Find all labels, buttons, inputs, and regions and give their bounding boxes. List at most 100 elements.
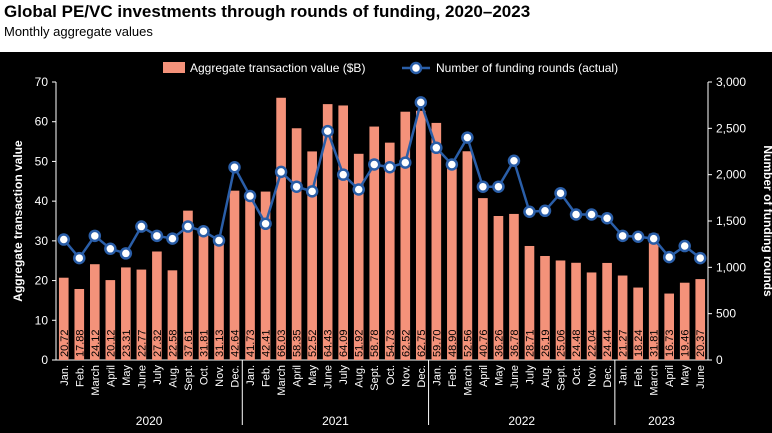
year-label: 2020 bbox=[136, 414, 163, 428]
month-tick-label: May bbox=[680, 365, 692, 386]
bar-value-label: 21.27 bbox=[618, 329, 630, 357]
month-tick-label: July bbox=[338, 365, 350, 385]
bar-value-label: 48.90 bbox=[447, 329, 459, 357]
bar-value-label: 58.35 bbox=[292, 329, 304, 357]
bar bbox=[369, 126, 380, 361]
funding-rounds-point bbox=[492, 180, 505, 193]
legend-bar-swatch bbox=[163, 62, 185, 73]
bar bbox=[58, 277, 69, 360]
month-tick-label: Sept. bbox=[183, 365, 195, 391]
funding-rounds-point bbox=[383, 161, 397, 174]
month-tick-label: April bbox=[664, 365, 676, 387]
bar bbox=[276, 97, 286, 360]
month-tick-label: June bbox=[695, 365, 707, 389]
bar-value-label: 66.03 bbox=[276, 329, 288, 357]
funding-rounds-point bbox=[181, 220, 195, 233]
bar bbox=[229, 190, 240, 360]
bar-value-label: 59.70 bbox=[431, 329, 443, 357]
funding-rounds-point bbox=[212, 234, 226, 247]
right-axis-tick-label: 0 bbox=[716, 353, 723, 367]
bar bbox=[540, 255, 550, 360]
funding-rounds-point bbox=[88, 229, 102, 243]
bar-value-label: 58.78 bbox=[369, 329, 381, 357]
month-tick-label: Sept. bbox=[556, 365, 568, 391]
bar-value-label: 25.06 bbox=[556, 329, 568, 357]
left-axis-tick-label: 40 bbox=[35, 194, 49, 208]
month-tick-label: Feb. bbox=[633, 365, 645, 387]
funding-rounds-point bbox=[569, 208, 583, 221]
month-tick-label: June bbox=[136, 365, 148, 389]
funding-rounds-point bbox=[678, 239, 691, 253]
month-tick-label: Feb. bbox=[447, 365, 459, 387]
bar-value-label: 17.88 bbox=[74, 329, 86, 357]
funding-rounds-point bbox=[616, 229, 629, 243]
bar bbox=[555, 260, 566, 360]
bar bbox=[167, 270, 178, 360]
funding-rounds-point bbox=[476, 180, 490, 193]
bar bbox=[695, 279, 706, 360]
month-tick-label: Aug. bbox=[354, 365, 366, 388]
funding-rounds-point bbox=[693, 251, 707, 265]
bar bbox=[415, 110, 426, 360]
bar bbox=[524, 245, 535, 360]
bar bbox=[214, 236, 224, 360]
right-axis-tick-label: 1,000 bbox=[716, 260, 746, 274]
month-tick-label: Jan. bbox=[59, 365, 71, 386]
legend-line-label: Number of funding rounds (actual) bbox=[436, 61, 618, 75]
month-tick-label: Oct. bbox=[571, 365, 583, 385]
bar-value-label: 27.32 bbox=[152, 329, 164, 357]
right-axis-tick-label: 2,500 bbox=[716, 121, 746, 135]
month-tick-label: March bbox=[90, 365, 102, 396]
bar-value-label: 42.64 bbox=[230, 329, 242, 357]
month-tick-label: June bbox=[509, 365, 521, 389]
funding-rounds-point bbox=[631, 230, 645, 244]
left-axis-tick-label: 0 bbox=[41, 353, 48, 367]
legend-line-marker bbox=[409, 61, 423, 75]
chart-area: 0 10 20 30 40 50 60 70 0 500 1,000 1,500 2,000 2,500 3… bbox=[0, 52, 772, 433]
funding-rounds-point bbox=[336, 168, 350, 181]
right-axis-tick-label: 500 bbox=[716, 307, 736, 321]
month-tick-label: Oct. bbox=[385, 365, 397, 385]
month-tick-label: Feb. bbox=[261, 365, 273, 387]
bar-value-label: 19.46 bbox=[680, 329, 692, 357]
month-tick-label: April bbox=[292, 365, 304, 387]
right-axis-tick-label: 1,500 bbox=[716, 214, 746, 228]
bar bbox=[353, 153, 364, 360]
funding-rounds-point bbox=[197, 224, 210, 238]
right-axis-tick-label: 2,000 bbox=[716, 168, 746, 182]
bar bbox=[509, 213, 519, 360]
month-tick-label: Jan. bbox=[618, 365, 630, 386]
legend-bar-label: Aggregate transaction value ($B) bbox=[190, 61, 365, 75]
funding-rounds-point bbox=[600, 211, 614, 225]
bar bbox=[602, 262, 612, 360]
funding-rounds-point bbox=[445, 158, 459, 171]
funding-rounds-point bbox=[662, 250, 676, 264]
left-axis-tick-label: 10 bbox=[35, 313, 49, 327]
bar-value-label: 52.52 bbox=[307, 329, 319, 357]
left-axis-tick-label: 20 bbox=[35, 274, 49, 288]
bar-value-label: 23.31 bbox=[121, 329, 133, 357]
bar-value-label: 40.76 bbox=[478, 329, 490, 357]
bar bbox=[462, 151, 473, 360]
month-tick-label: Oct. bbox=[198, 365, 210, 385]
bar-value-label: 37.61 bbox=[183, 329, 195, 357]
funding-rounds-point bbox=[585, 208, 598, 221]
month-tick-label: April bbox=[478, 365, 490, 387]
month-tick-label: Sept. bbox=[369, 365, 381, 391]
bar bbox=[400, 111, 411, 360]
chart-title: Global PE/VC investments through rounds … bbox=[4, 2, 531, 21]
month-tick-label: Jan. bbox=[431, 365, 443, 386]
funding-rounds-point bbox=[399, 156, 412, 169]
funding-rounds-point bbox=[290, 180, 303, 193]
month-tick-label: March bbox=[462, 365, 474, 396]
bar bbox=[617, 275, 628, 360]
chart-svg: 0 10 20 30 40 50 60 70 0 500 1,000 1,500 2,000 2,500 3… bbox=[11, 61, 772, 428]
month-tick-label: March bbox=[276, 365, 288, 396]
month-tick-label: May bbox=[121, 365, 133, 386]
funding-rounds-point bbox=[430, 141, 443, 155]
bar-value-label: 22.04 bbox=[587, 329, 599, 357]
bar bbox=[89, 264, 100, 360]
funding-rounds-point bbox=[73, 251, 86, 265]
right-axis-title: Number of funding rounds bbox=[761, 145, 772, 297]
bar-value-label: 22.58 bbox=[167, 329, 179, 357]
